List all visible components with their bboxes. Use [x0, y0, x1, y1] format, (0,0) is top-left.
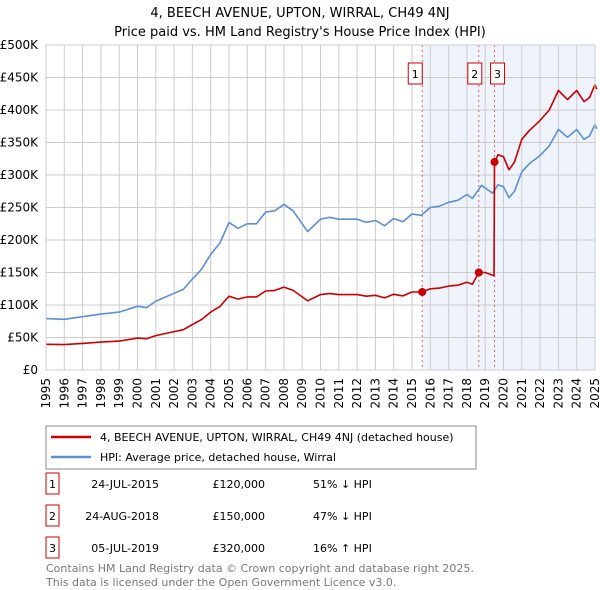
y-tick-label: £0 — [23, 363, 38, 377]
chart-subtitle: Price paid vs. HM Land Registry's House … — [114, 25, 486, 40]
x-tick-label: 1997 — [76, 378, 90, 409]
sale-price: £150,000 — [213, 510, 266, 523]
x-tick-label: 2012 — [350, 378, 364, 409]
grid — [45, 44, 596, 371]
sale-date: 24-JUL-2015 — [91, 478, 159, 491]
x-tick-label: 2018 — [460, 378, 474, 409]
x-tick-label: 2013 — [368, 378, 382, 409]
x-tick-label: 2005 — [222, 378, 236, 409]
sale-date: 24-AUG-2018 — [85, 510, 159, 523]
sale-marker-label-1: 1 — [412, 68, 419, 81]
sale-id-box — [45, 536, 60, 559]
legend: 4, BEECH AVENUE, UPTON, WIRRAL, CH49 4NJ… — [45, 425, 477, 470]
sale-id: 3 — [49, 542, 56, 555]
x-tick-label: 1996 — [57, 378, 71, 409]
hpi-line — [45, 123, 598, 321]
legend-label-hpi: HPI: Average price, detached house, Wirr… — [100, 451, 336, 464]
x-tick-label: 2003 — [185, 378, 199, 409]
sale-hpi-change: 51% ↓ HPI — [313, 478, 372, 491]
x-tick-label: 2019 — [478, 378, 492, 409]
y-tick-label: £300K — [0, 168, 39, 182]
sale-price: £320,000 — [213, 542, 266, 555]
sale-marker-label-2: 2 — [471, 68, 478, 81]
sales-table: 1 24-JUL-2015 £120,000 51% ↓ HPI 2 24-AUG-201… — [45, 472, 372, 559]
x-tick-label: 2001 — [149, 378, 163, 409]
x-tick-label: 2015 — [405, 378, 419, 409]
x-tick-label: 2017 — [442, 378, 456, 409]
y-tick-label: £250K — [0, 201, 39, 215]
y-tick-label: £400K — [0, 103, 39, 117]
x-tick-label: 2024 — [570, 378, 584, 409]
x-tick-label: 2004 — [204, 378, 218, 409]
sale-id-box — [45, 504, 60, 527]
plot-frame — [45, 44, 596, 371]
sale-marker-box-2 — [467, 62, 483, 85]
y-tick-label: £100K — [0, 298, 39, 312]
x-tick-label: 2002 — [167, 378, 181, 409]
sale-marker-box-1 — [407, 62, 423, 85]
x-tick-label: 2020 — [497, 378, 511, 409]
sale-marker-label-3: 3 — [494, 68, 501, 81]
sale-id: 2 — [49, 510, 56, 523]
sale-hpi-change: 47% ↓ HPI — [313, 510, 372, 523]
x-tick-label: 2022 — [533, 378, 547, 409]
markers: 1 2 3 — [407, 45, 506, 370]
legend-box — [45, 425, 477, 470]
x-tick-label: 1999 — [112, 378, 126, 409]
x-tick-label: 2023 — [551, 378, 565, 409]
x-tick-label: 2025 — [588, 378, 600, 409]
sale-point-3 — [490, 158, 499, 166]
x-tick-label: 2009 — [295, 378, 309, 409]
footer-line-1: Contains HM Land Registry data © Crown c… — [46, 562, 474, 575]
x-tick-label: 2008 — [277, 378, 291, 409]
y-tick-label: £450K — [0, 71, 39, 85]
x-tick-label: 2006 — [240, 378, 254, 409]
y-tick-label: £200K — [0, 233, 39, 247]
x-tick-label: 2021 — [515, 378, 529, 409]
sale-id-box — [45, 472, 60, 495]
sale-id: 1 — [49, 478, 56, 491]
y-tick-label: £500K — [0, 38, 39, 52]
sale-marker-box-3 — [490, 62, 506, 85]
series-lines — [45, 83, 598, 346]
sale-price: £120,000 — [213, 478, 266, 491]
x-tick-label: 2014 — [387, 378, 401, 409]
x-tick-label: 2007 — [259, 378, 273, 409]
x-tick-label: 2016 — [423, 378, 437, 409]
sale-point-1 — [418, 288, 427, 296]
x-tick-label: 1995 — [39, 378, 53, 409]
sale-point-2 — [474, 268, 483, 277]
x-tick-label: 2011 — [332, 378, 346, 409]
y-tick-label: £50K — [7, 331, 39, 345]
axes: 1995 1996 1997 1998 1999 2000 2001 2002 2003 2004… — [0, 38, 600, 409]
y-tick-label: £350K — [0, 136, 39, 150]
x-tick-label: 2000 — [131, 378, 145, 409]
footer-line-2: This data is licensed under the Open Gov… — [45, 576, 396, 589]
sale-date: 05-JUL-2019 — [91, 542, 159, 555]
x-tick-label: 1998 — [94, 378, 108, 409]
x-tick-label: 2010 — [314, 378, 328, 409]
y-tick-label: £150K — [0, 266, 39, 280]
legend-label-property: 4, BEECH AVENUE, UPTON, WIRRAL, CH49 4NJ… — [100, 431, 454, 444]
property-price-line — [45, 83, 598, 346]
chart-title: 4, BEECH AVENUE, UPTON, WIRRAL, CH49 4NJ — [150, 6, 449, 21]
sale-hpi-change: 16% ↑ HPI — [313, 542, 372, 555]
